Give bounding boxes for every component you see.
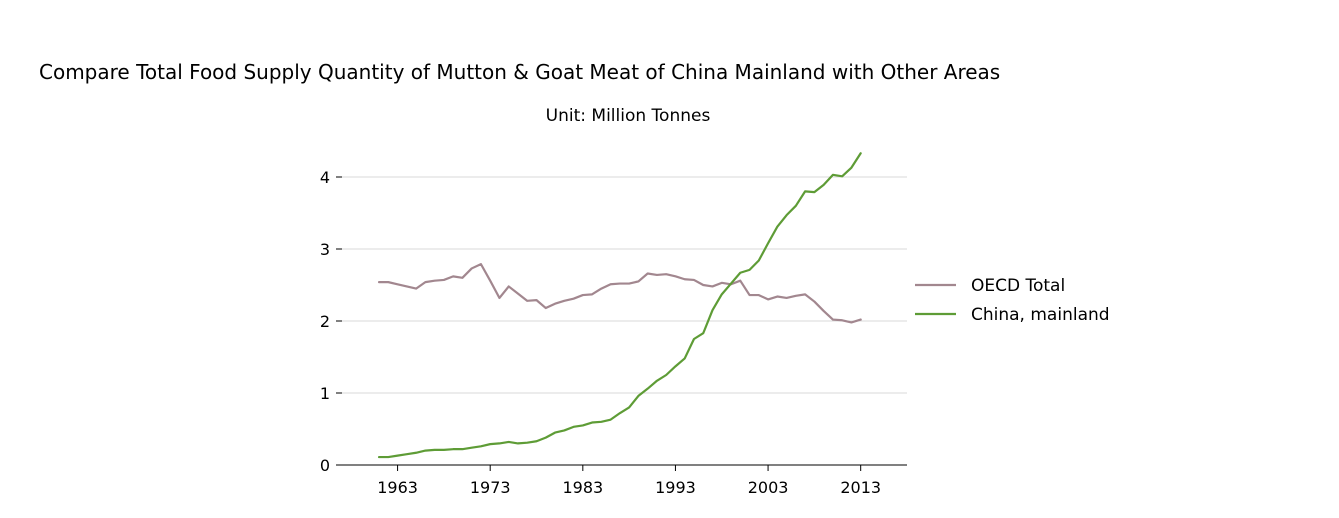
y-tick-label: 0 bbox=[320, 456, 330, 475]
y-tick-label: 1 bbox=[320, 384, 330, 403]
y-tick-label: 2 bbox=[320, 312, 330, 331]
x-tick-label: 2013 bbox=[840, 478, 881, 497]
gridlines bbox=[342, 176, 907, 394]
legend-label: China, mainland bbox=[971, 305, 1110, 325]
x-tick-label: 1973 bbox=[470, 478, 511, 497]
y-tick-label: 3 bbox=[320, 240, 330, 259]
series-line-china-mainland bbox=[377, 152, 862, 459]
x-tick-label: 1993 bbox=[655, 478, 696, 497]
x-tick-label: 1983 bbox=[562, 478, 603, 497]
series-group bbox=[377, 152, 862, 459]
legend-item: China, mainland bbox=[915, 305, 1110, 325]
y-tick-label: 4 bbox=[320, 168, 330, 187]
axes: 0 1 2 3 4 1963 1973 1983 1993 2003 2013 bbox=[320, 168, 907, 497]
legend-label: OECD Total bbox=[971, 276, 1065, 296]
chart-title: Compare Total Food Supply Quantity of Mu… bbox=[39, 60, 1001, 84]
legend: OECD Total China, mainland bbox=[915, 276, 1110, 325]
legend-item: OECD Total bbox=[915, 276, 1065, 296]
x-tick-label: 1963 bbox=[377, 478, 418, 497]
x-tick-label: 2003 bbox=[748, 478, 789, 497]
chart-subtitle: Unit: Million Tonnes bbox=[545, 106, 711, 126]
series-line-oecd-total bbox=[377, 263, 862, 324]
